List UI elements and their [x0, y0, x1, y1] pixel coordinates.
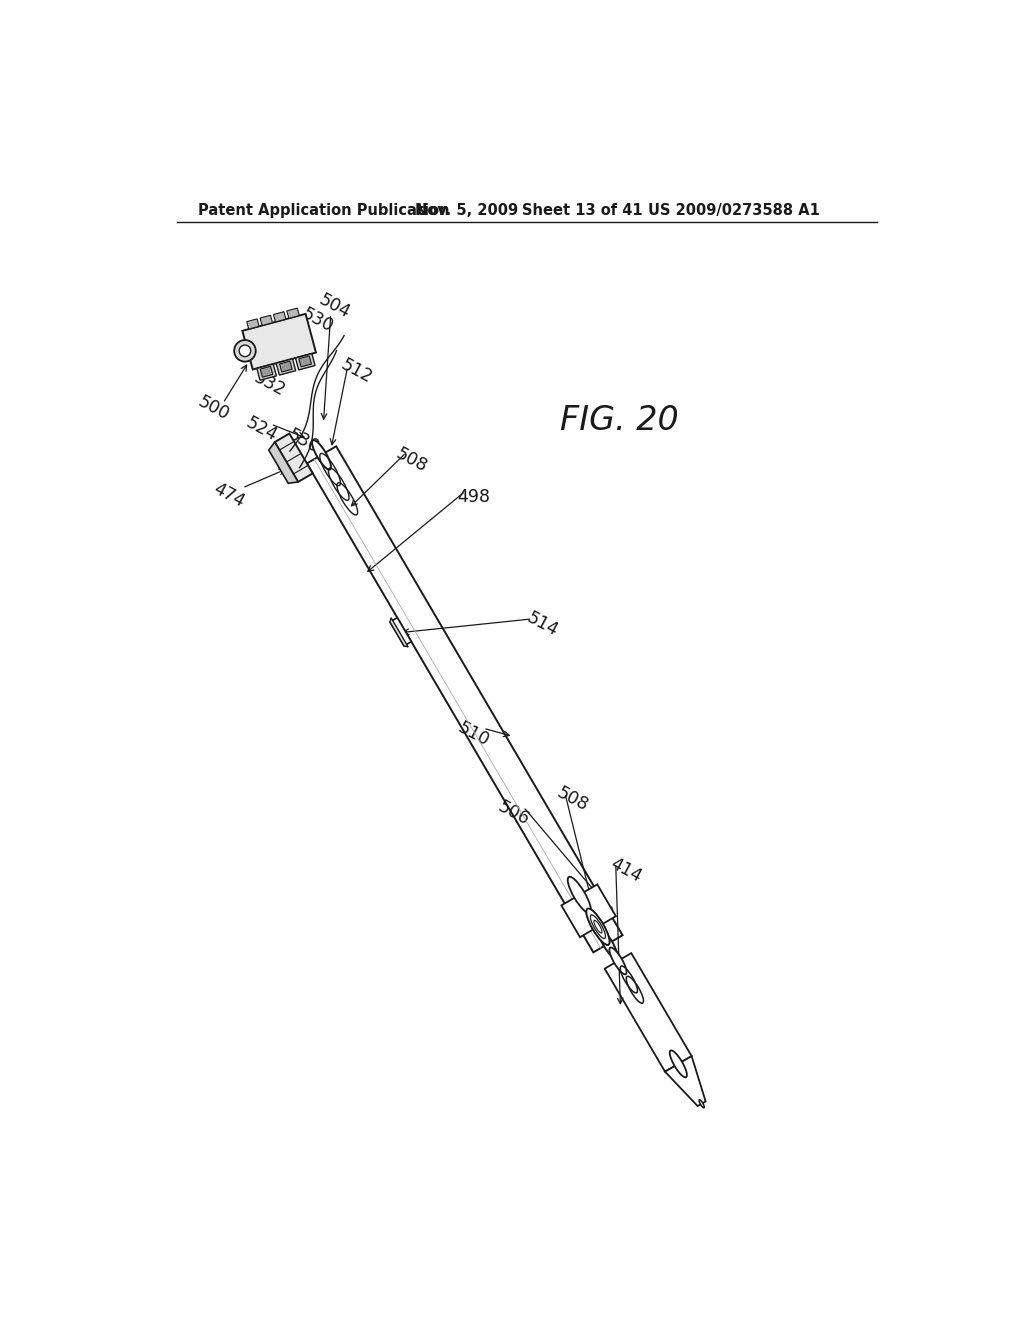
Text: 474: 474 — [211, 480, 248, 511]
Polygon shape — [665, 1056, 706, 1106]
Text: 524: 524 — [243, 413, 281, 445]
Polygon shape — [307, 446, 623, 952]
Ellipse shape — [609, 948, 627, 974]
Text: 530: 530 — [285, 426, 323, 458]
Ellipse shape — [240, 345, 251, 356]
Polygon shape — [296, 354, 315, 370]
Text: 504: 504 — [315, 290, 353, 322]
Polygon shape — [274, 433, 312, 482]
Ellipse shape — [587, 908, 609, 945]
Text: 414: 414 — [607, 855, 644, 886]
Polygon shape — [273, 312, 286, 322]
Ellipse shape — [567, 876, 591, 913]
Polygon shape — [561, 884, 615, 937]
Text: Nov. 5, 2009: Nov. 5, 2009 — [416, 203, 518, 218]
Polygon shape — [605, 953, 691, 1072]
Polygon shape — [247, 319, 259, 329]
Polygon shape — [257, 364, 276, 380]
Text: US 2009/0273588 A1: US 2009/0273588 A1 — [648, 203, 820, 218]
Polygon shape — [280, 362, 292, 372]
Text: Sheet 13 of 41: Sheet 13 of 41 — [521, 203, 642, 218]
Ellipse shape — [670, 1051, 687, 1077]
Polygon shape — [299, 356, 311, 367]
Text: 508: 508 — [554, 783, 591, 814]
Text: 506: 506 — [495, 797, 532, 829]
Polygon shape — [243, 314, 316, 370]
Polygon shape — [287, 308, 299, 318]
Polygon shape — [260, 315, 272, 326]
Text: 512: 512 — [337, 356, 375, 387]
Text: FIG. 20: FIG. 20 — [560, 404, 679, 437]
Text: 514: 514 — [523, 609, 561, 640]
Ellipse shape — [587, 908, 609, 945]
Ellipse shape — [234, 341, 256, 362]
Text: Patent Application Publication: Patent Application Publication — [199, 203, 450, 218]
Text: 498: 498 — [457, 488, 489, 506]
Text: 532: 532 — [275, 322, 313, 354]
Polygon shape — [276, 359, 296, 375]
Polygon shape — [268, 442, 298, 483]
Polygon shape — [390, 618, 412, 645]
Polygon shape — [390, 618, 409, 647]
Text: 508: 508 — [393, 445, 430, 477]
Ellipse shape — [312, 440, 331, 470]
Polygon shape — [260, 366, 272, 378]
Ellipse shape — [699, 1100, 705, 1107]
Text: 530: 530 — [299, 305, 337, 335]
Text: 500: 500 — [195, 393, 232, 424]
Ellipse shape — [598, 929, 617, 958]
Text: 510: 510 — [455, 718, 492, 750]
Text: 532: 532 — [250, 368, 288, 400]
